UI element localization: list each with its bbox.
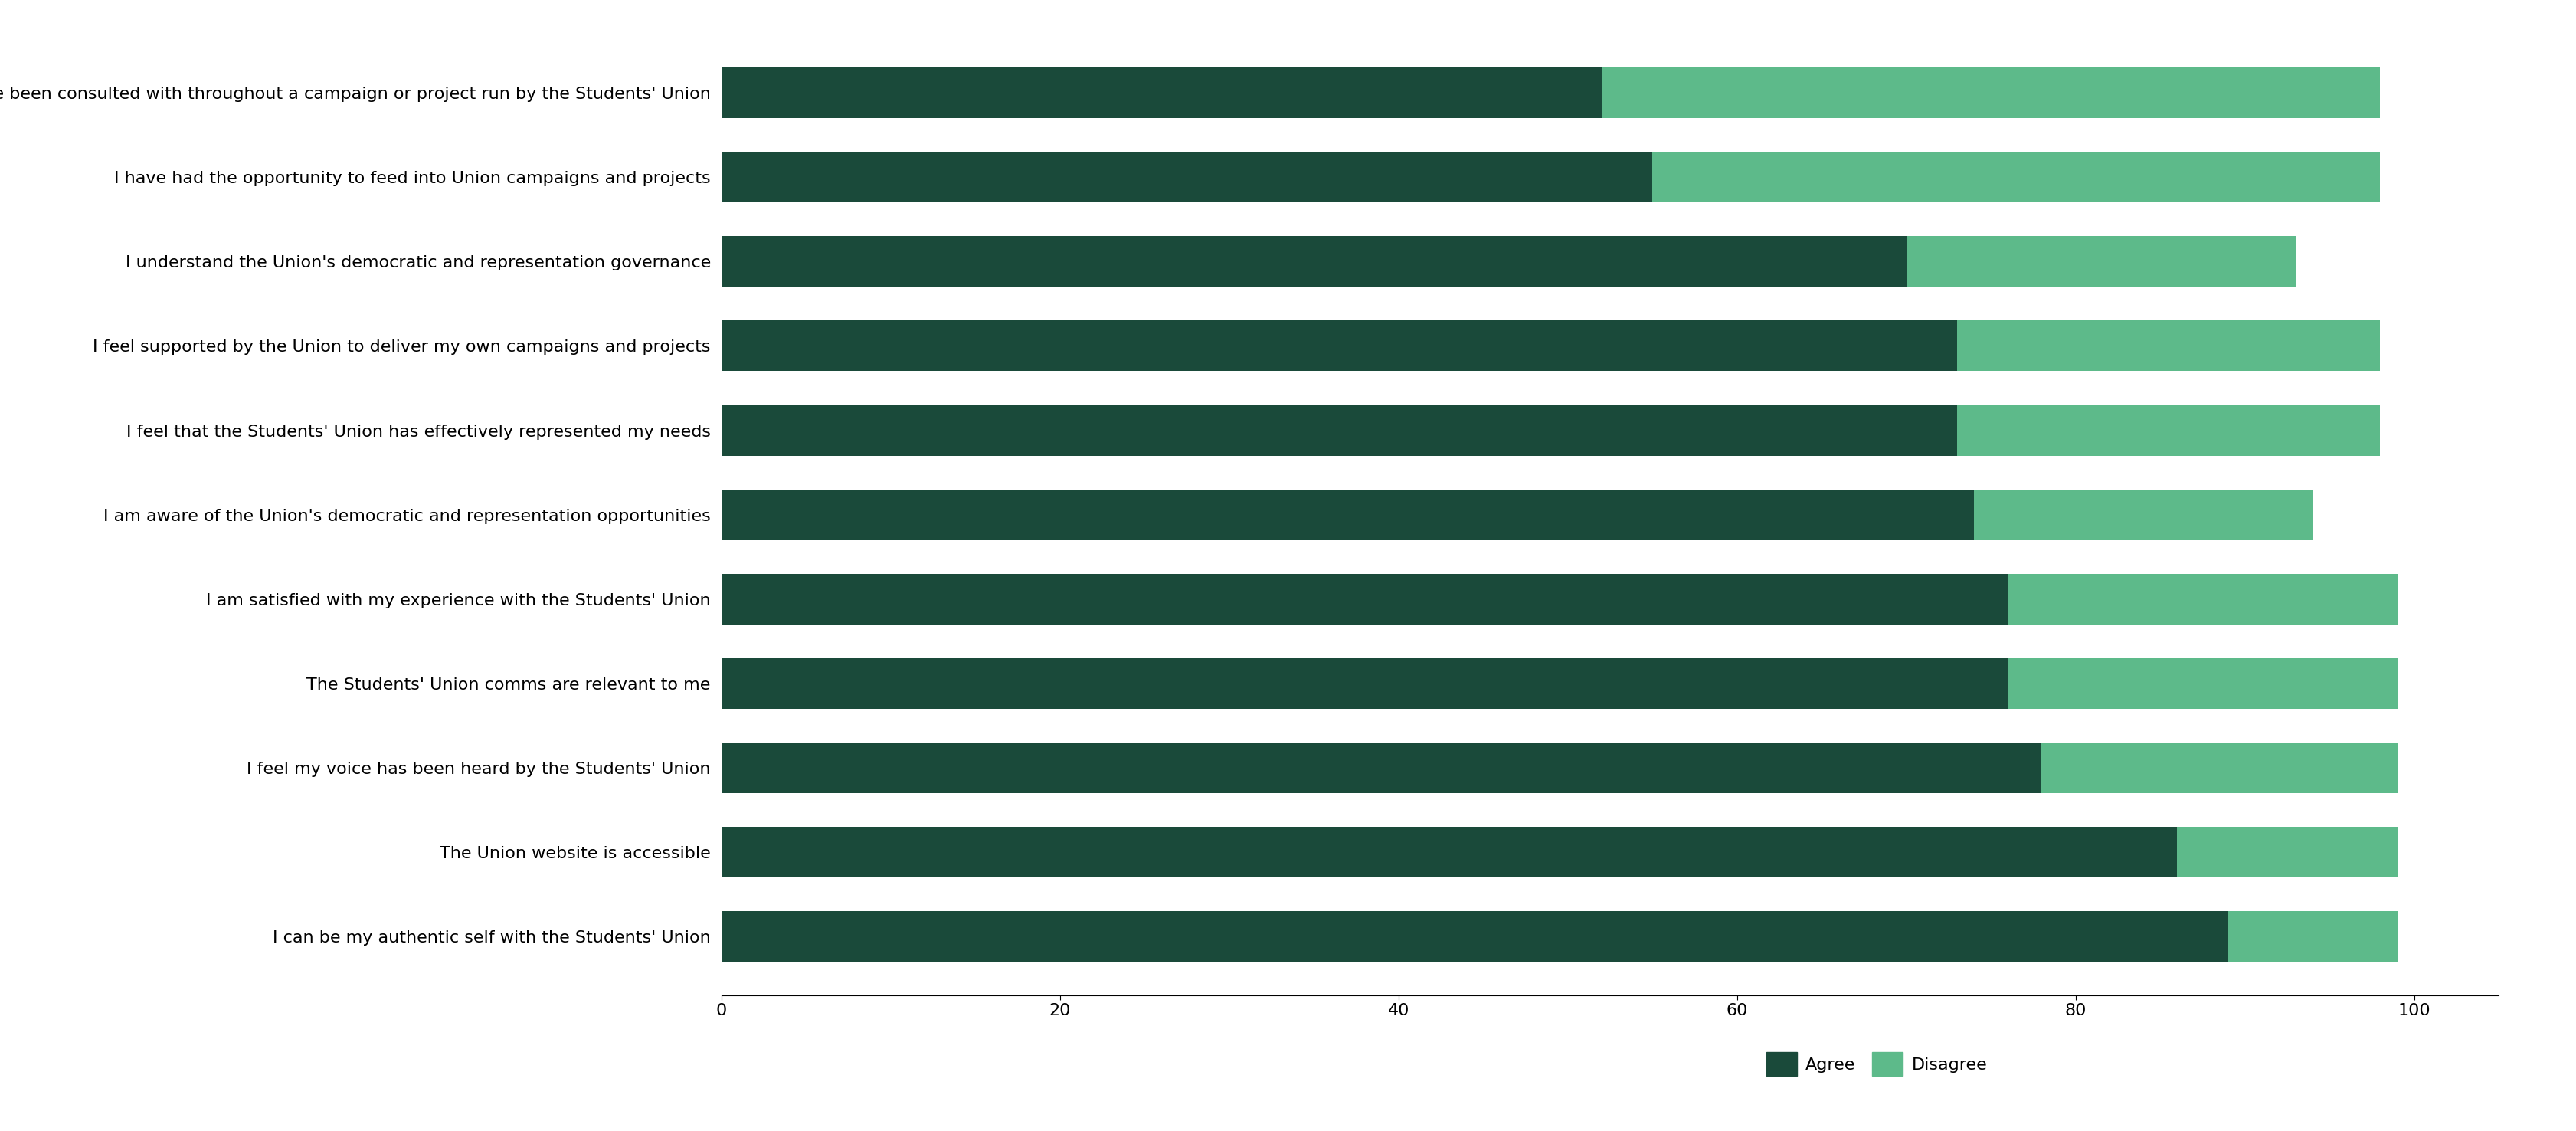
Bar (721, 658, 2007, 708)
Bar (721, 827, 2177, 878)
Bar (2043, 742, 2398, 793)
Bar (2007, 658, 2398, 708)
Bar (721, 742, 2043, 793)
Bar (2177, 827, 2398, 878)
Bar (721, 910, 2228, 961)
Bar (1651, 152, 2380, 202)
Bar (721, 236, 1906, 287)
Bar (721, 321, 1958, 371)
Bar (721, 490, 1973, 539)
Bar (1958, 321, 2380, 371)
Bar (2007, 573, 2398, 624)
Bar (721, 68, 1602, 119)
Bar (1602, 68, 2380, 119)
Bar (721, 405, 1958, 456)
Bar (1973, 490, 2313, 539)
Bar (721, 152, 1651, 202)
Legend: Agree, Disagree: Agree, Disagree (1759, 1045, 1994, 1082)
Bar (1958, 405, 2380, 456)
Bar (721, 573, 2007, 624)
Bar (1906, 236, 2295, 287)
Bar (2228, 910, 2398, 961)
